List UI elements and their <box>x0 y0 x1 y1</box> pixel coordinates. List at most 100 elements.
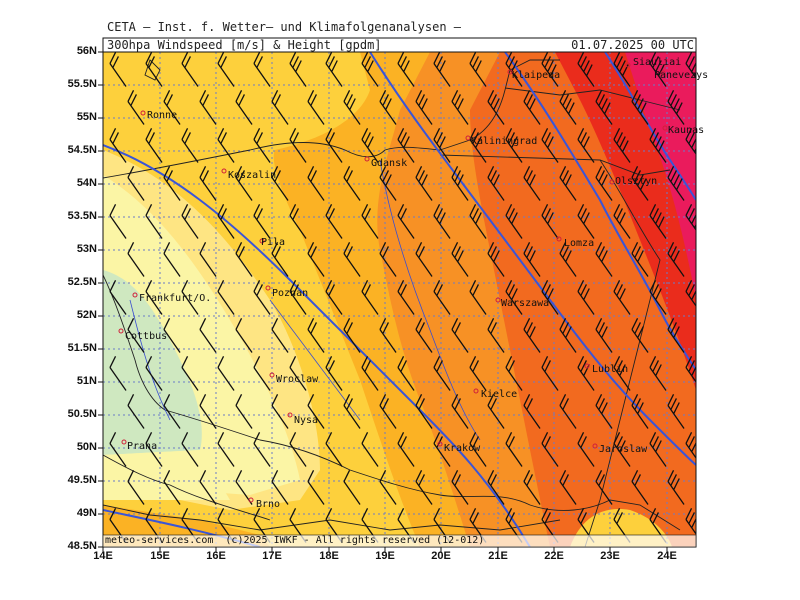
city-label: Koszalin <box>228 170 277 181</box>
wind-barb-icon <box>289 432 307 467</box>
wind-barb-icon <box>701 470 730 504</box>
wind-barb-icon <box>307 470 325 505</box>
wind-barb-icon <box>505 280 523 315</box>
wind-barb-icon <box>127 166 145 201</box>
wind-barb-icon <box>649 356 667 391</box>
wind-barb-icon <box>649 204 667 239</box>
wind-barb-icon <box>505 356 523 391</box>
wind-barb-icon <box>541 280 559 315</box>
wind-barb-icon <box>649 52 667 87</box>
lat-label: 48.5N <box>67 540 97 552</box>
wind-barb-icon <box>343 242 361 277</box>
wind-barb-icon <box>235 318 253 353</box>
wind-barb-icon <box>361 356 379 391</box>
wind-barb-icon <box>181 280 199 315</box>
city-marker-icon <box>269 372 275 378</box>
wind-barb-icon <box>649 280 667 315</box>
wind-barb-icon <box>595 470 613 505</box>
wind-barb-icon <box>631 242 649 277</box>
wind-barb-icon <box>253 128 271 163</box>
wind-barb-icon <box>127 90 145 125</box>
wind-barb-icon <box>307 166 325 201</box>
wind-barb-icon <box>271 166 289 201</box>
wind-barb-icon <box>595 166 613 201</box>
city-marker-icon <box>625 62 631 68</box>
wind-barb-icon <box>181 432 199 467</box>
wind-barb-icon <box>343 470 361 505</box>
wind-barb-icon <box>523 90 541 125</box>
wind-barb-icon <box>181 52 199 87</box>
wind-barb-icon <box>451 166 469 201</box>
lon-label: 15E <box>150 550 170 562</box>
city-marker-icon <box>287 412 293 418</box>
city-marker-icon <box>507 69 513 75</box>
lon-label: 23E <box>600 550 620 562</box>
city-marker-icon <box>118 328 124 334</box>
city-label: Gdansk <box>371 158 408 169</box>
wind-barb-icon <box>163 394 181 429</box>
wind-barb-icon <box>307 90 325 125</box>
wind-barb-icon <box>235 90 253 125</box>
wind-barb-icon <box>469 128 487 163</box>
wind-barb-icon <box>577 356 595 391</box>
copyright-footer: meteo-services.com (c)2025 IWKF - All ri… <box>105 535 485 546</box>
wind-barb-icon <box>163 242 181 277</box>
wind-barb-icon <box>415 242 433 277</box>
wind-barb-icon <box>163 318 181 353</box>
wind-barb-icon <box>379 470 397 505</box>
lat-label: 56N <box>76 45 97 57</box>
lat-label: 52N <box>76 309 97 321</box>
city-marker-icon <box>121 439 127 445</box>
wind-barb-icon <box>109 52 127 87</box>
wind-barb-icon <box>613 128 631 163</box>
wind-barb-icon <box>505 432 523 467</box>
wind-barb-icon <box>199 166 217 201</box>
wind-barb-icon <box>415 318 433 353</box>
city-marker-icon <box>265 285 271 291</box>
wind-barb-icon <box>433 280 451 315</box>
wind-barb-icon <box>127 318 145 353</box>
wind-barb-icon <box>523 394 541 429</box>
wind-barb-icon <box>145 204 163 239</box>
wind-barb-icon <box>325 356 343 391</box>
height-contours <box>103 52 696 547</box>
wind-barb-icon <box>487 242 505 277</box>
wind-barb-icon <box>361 52 379 87</box>
wind-barb-icon <box>469 356 487 391</box>
wind-barb-icon <box>343 318 361 353</box>
city-label: Klaipeda <box>512 70 561 81</box>
wind-barb-icon <box>181 356 199 391</box>
wind-barb-icon <box>325 204 343 239</box>
wind-barb-icon <box>433 128 451 163</box>
wind-barb-icon <box>577 204 595 239</box>
wind-barb-icon <box>667 318 685 353</box>
wind-barb-icon <box>559 394 577 429</box>
wind-barb-icon <box>361 432 379 467</box>
wind-barb-icon <box>397 280 415 315</box>
wind-barb-icon <box>379 394 397 429</box>
wind-barb-icon <box>451 394 469 429</box>
wind-barb-icon <box>397 432 415 467</box>
wind-barb-icon <box>415 90 433 125</box>
city-marker-icon <box>140 110 146 116</box>
wind-barb-icon <box>325 52 343 87</box>
wind-barb-icon <box>127 242 145 277</box>
wind-barb-icon <box>631 318 649 353</box>
wind-barb-icon <box>163 166 181 201</box>
wind-barb-icon <box>523 318 541 353</box>
city-marker-icon <box>248 497 254 503</box>
country-borders <box>103 59 681 547</box>
wind-barb-icon <box>253 204 271 239</box>
wind-barb-icon <box>701 394 730 428</box>
wind-barb-icon <box>595 394 613 429</box>
wind-barb-icon <box>325 280 343 315</box>
wind-barb-icon <box>541 356 559 391</box>
wind-barb-icon <box>217 356 235 391</box>
lat-label: 51N <box>76 375 97 387</box>
wind-barb-icon <box>307 318 325 353</box>
wind-barb-icon <box>433 204 451 239</box>
wind-barb-icon <box>631 394 649 429</box>
wind-barb-icon <box>235 166 253 201</box>
city-label: Siauliai <box>633 57 682 68</box>
city-label: Ronne <box>147 110 178 121</box>
